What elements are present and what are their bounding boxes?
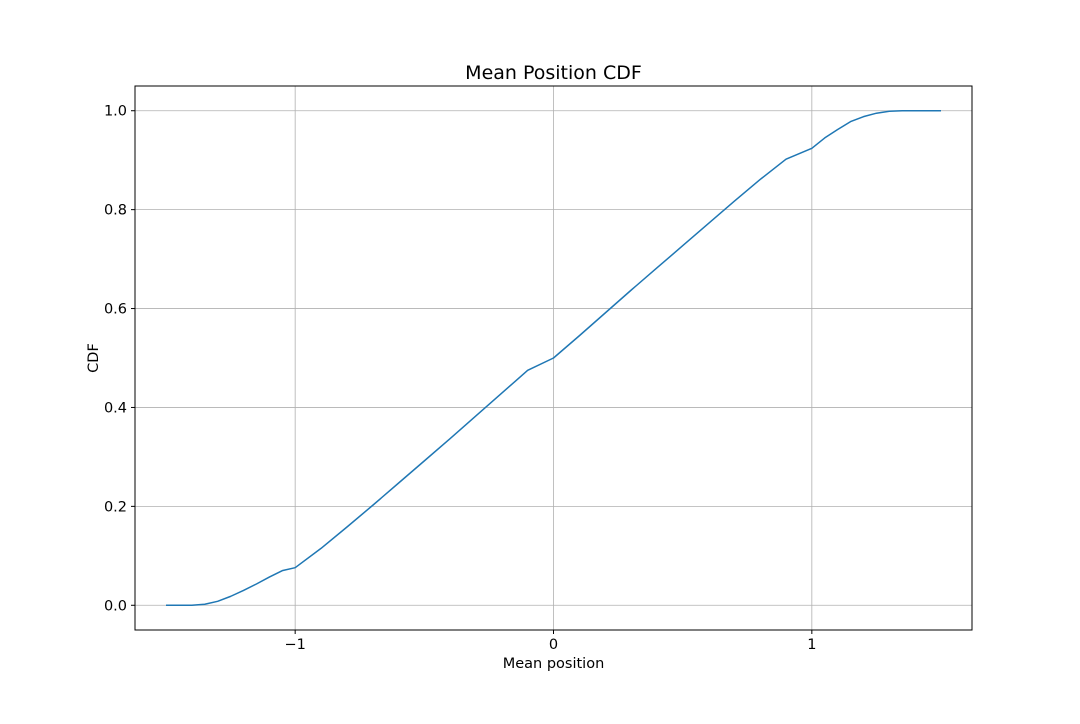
y-tick-label: 0.4 [104,400,127,416]
ticks: −1 0 1 0.0 0.2 0.4 0.6 0.8 1.0 [104,104,817,653]
x-axis-label: Mean position [503,656,605,672]
chart-title: Mean Position CDF [465,62,642,84]
x-tick-label: −1 [284,637,305,653]
series-layer [166,109,941,607]
y-tick-label: 0.6 [104,302,127,318]
y-tick-label: 0.2 [104,499,127,515]
y-tick-label: 0.0 [104,598,127,614]
cdf-line [166,109,941,607]
y-tick-label: 0.8 [104,203,127,219]
y-axis-label: CDF [86,343,102,373]
x-tick-label: 1 [807,637,816,653]
grid [135,86,972,630]
y-tick-label: 1.0 [104,104,127,120]
x-tick-label: 0 [549,637,558,653]
